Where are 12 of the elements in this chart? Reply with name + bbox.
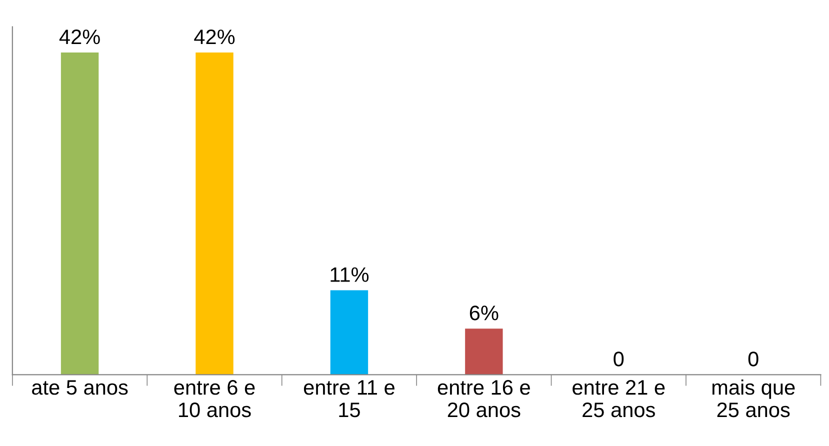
x-tick-label: entre 21 e 25 anos [572, 380, 665, 418]
data-label: 0 [748, 352, 758, 366]
x-tick-label: mais que 25 anos [712, 380, 795, 418]
data-label: 0 [614, 352, 624, 366]
data-label: 42% [194, 29, 235, 44]
x-tick-label: ate 5 anos [32, 380, 128, 395]
data-label: 6% [470, 306, 498, 320]
x-tick-label: entre 6 e 10 anos [174, 380, 255, 418]
x-tick-label: entre 11 e 15 [304, 380, 394, 418]
data-label: 11% [330, 267, 369, 282]
data-label: 42% [59, 29, 100, 44]
x-tick-label: entre 16 e 20 anos [438, 380, 530, 418]
